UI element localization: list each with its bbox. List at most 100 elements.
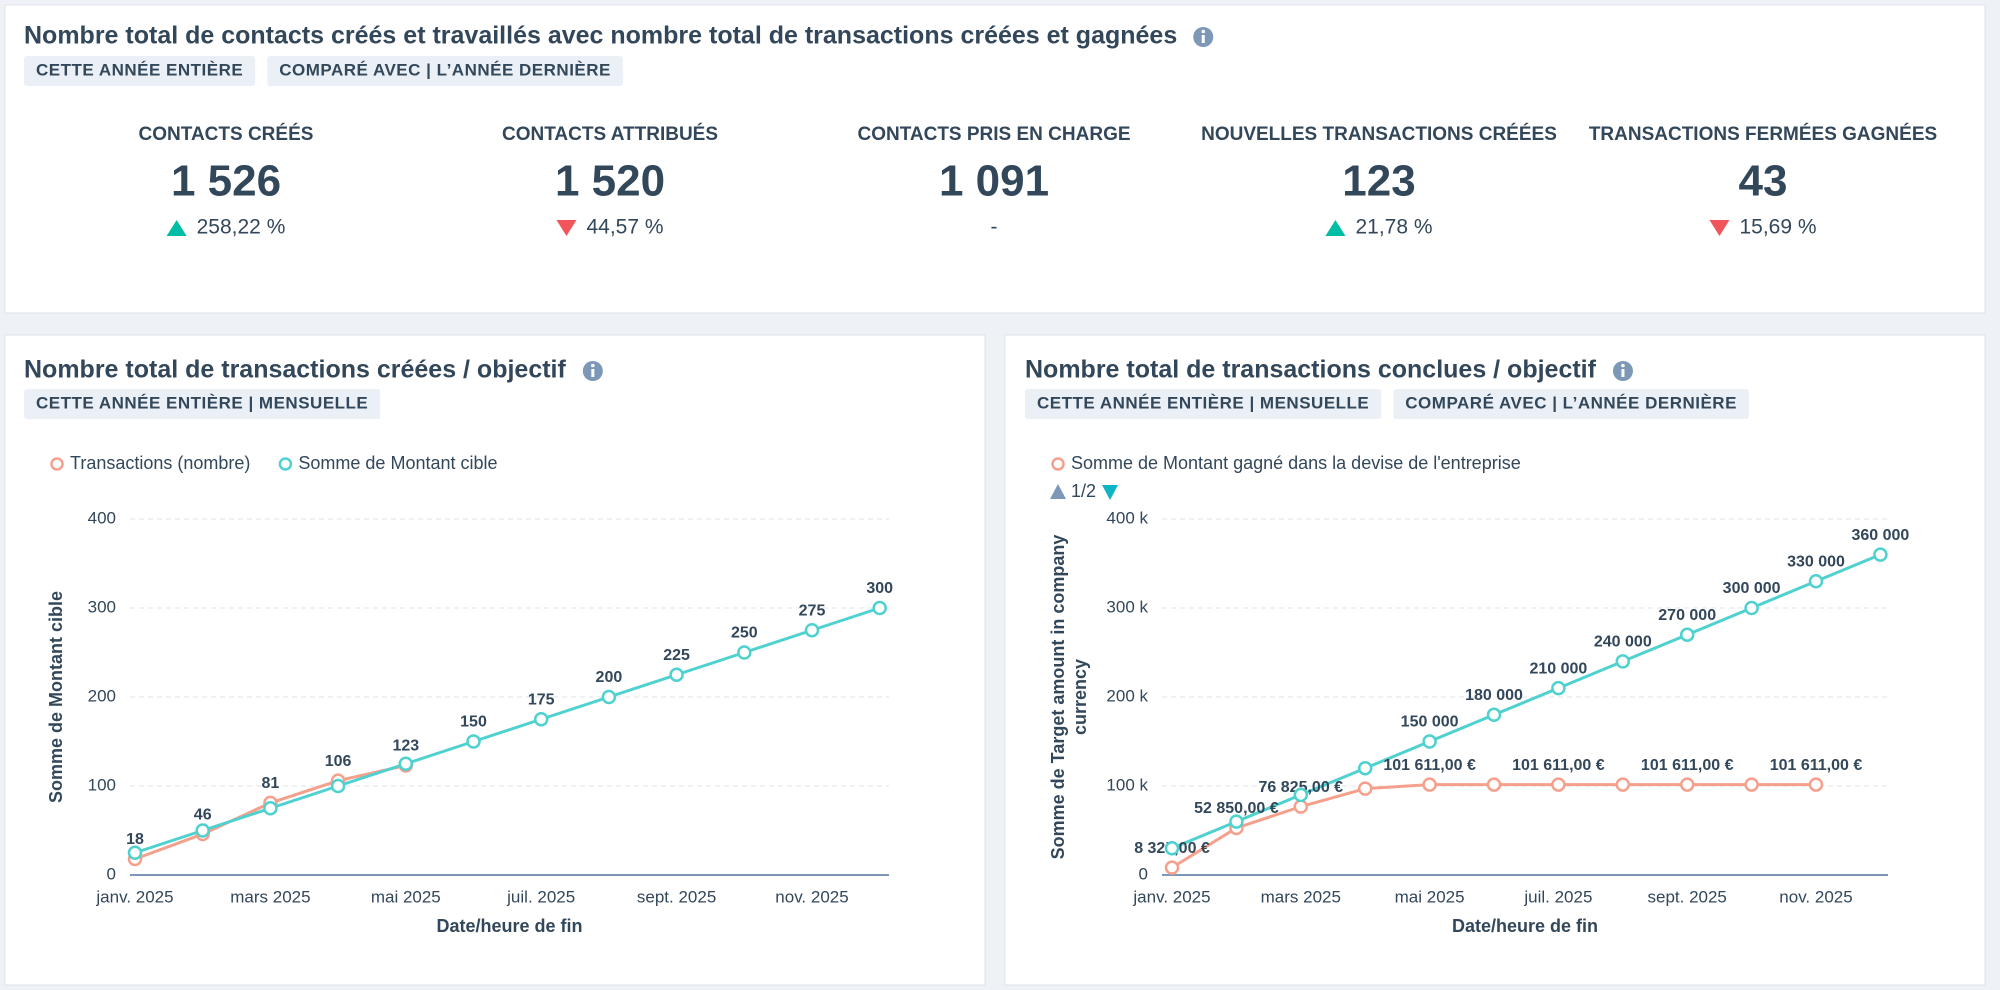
info-icon-dot (1201, 29, 1206, 34)
x-tick-label: sept. 2025 (637, 887, 716, 906)
data-point (669, 667, 684, 682)
data-point (1744, 777, 1759, 792)
filter-tag-bg (267, 56, 623, 86)
y-tick-label: 400 (88, 508, 116, 527)
x-tick-label: sept. 2025 (1647, 887, 1726, 906)
data-point (1808, 777, 1824, 792)
data-point (127, 845, 143, 860)
data-point (737, 645, 752, 660)
kpi-trend-arrow (556, 220, 577, 236)
chart-card (1004, 334, 1986, 986)
y-tick-label: 100 (88, 775, 116, 794)
series-line (1171, 553, 1881, 850)
data-point (1615, 654, 1631, 669)
data-label: 106 (325, 753, 352, 770)
data-point (533, 712, 549, 727)
kpi-change: 44,57 % (586, 216, 663, 239)
data-point (804, 623, 820, 638)
data-point (1744, 600, 1759, 616)
data-point (398, 756, 414, 771)
x-tick-label: janv. 2025 (95, 887, 173, 906)
data-label: 275 (799, 602, 826, 619)
chart-card (4, 334, 986, 986)
filter-tag-bg (24, 389, 381, 419)
filter-tag-bg (24, 56, 256, 86)
data-point (1873, 547, 1888, 562)
info-icon-dot (1621, 363, 1625, 368)
data-point (195, 823, 210, 838)
data-point (1229, 814, 1244, 829)
data-point (1164, 841, 1180, 856)
y-tick-label: 200 k (1106, 686, 1148, 705)
x-tick-label: mars 2025 (230, 887, 310, 906)
data-label: 200 (596, 669, 623, 686)
series-line (134, 606, 881, 855)
kpi-label: CONTACTS CRÉÉS (139, 123, 314, 145)
kpi-trend-arrow (1325, 220, 1346, 236)
data-label: 76 825,00 € (1259, 779, 1344, 796)
filter-tag: CETTE ANNÉE ENTIÈRE | MENSUELLE (36, 393, 368, 412)
legend-page-down (1102, 485, 1119, 500)
y-tick-label: 0 (1139, 864, 1148, 883)
legend-page-up (1050, 484, 1066, 499)
info-icon-stem (1201, 35, 1205, 43)
kpi-trend-arrow (166, 220, 187, 236)
data-point (1422, 734, 1437, 749)
data-label: 123 (392, 738, 419, 755)
data-label: 101 611,00 € (1512, 757, 1605, 774)
filter-tag-bg (1393, 389, 1749, 419)
data-label: 101 611,00 € (1383, 757, 1476, 774)
legend-marker (1051, 457, 1065, 471)
data-point (1679, 627, 1695, 642)
y-tick-label: 300 k (1106, 597, 1148, 616)
info-icon-stem (591, 369, 595, 377)
data-label: 150 000 (1401, 714, 1459, 731)
y-axis-title: Somme de Target amount in company currenc… (1048, 535, 1090, 860)
x-tick-label: juil. 2025 (1523, 887, 1592, 906)
report-title: Nombre total de contacts créés et travai… (24, 22, 1177, 50)
y-tick-label: 300 (88, 597, 116, 616)
data-point (1486, 707, 1502, 723)
data-label: 300 000 (1723, 580, 1781, 597)
kpi-change: 258,22 % (197, 216, 286, 239)
kpi-value: 43 (1739, 157, 1788, 206)
data-label: 300 (866, 580, 893, 597)
x-tick-label: mai 2025 (371, 887, 441, 906)
data-point (1293, 787, 1309, 803)
kpi-label: TRANSACTIONS FERMÉES GAGNÉES (1589, 123, 1937, 145)
data-point (1422, 777, 1437, 792)
kpi-value: 1 526 (171, 157, 281, 206)
kpi-label: CONTACTS ATTRIBUÉS (502, 123, 718, 145)
data-point (1551, 680, 1566, 696)
y-tick-label: 400 k (1106, 508, 1148, 527)
legend-label: Somme de Montant gagné dans la devise de… (1071, 453, 1521, 473)
kpi-value: 1 520 (555, 157, 665, 206)
data-label: 180 000 (1465, 687, 1523, 704)
chart-title: Nombre total de transactions créées / ob… (24, 356, 566, 384)
x-tick-label: nov. 2025 (775, 887, 848, 906)
data-point (1808, 574, 1824, 589)
legend-label: Somme de Montant cible (298, 453, 497, 473)
data-label: 330 000 (1787, 554, 1845, 571)
data-label: 225 (663, 647, 690, 664)
kpi-value: 123 (1342, 157, 1415, 206)
kpi-change: - (991, 216, 998, 239)
legend-marker (278, 457, 293, 471)
x-tick-label: mars 2025 (1261, 887, 1341, 906)
data-label: 81 (262, 775, 280, 792)
data-label: 250 (731, 625, 758, 642)
data-label: 270 000 (1658, 607, 1716, 624)
chart-title: Nombre total de transactions conclues / … (1025, 356, 1597, 384)
data-point (1615, 777, 1631, 792)
filter-tag: COMPARÉ AVEC | L’ANNÉE DERNIÈRE (279, 60, 611, 79)
x-tick-label: nov. 2025 (1779, 887, 1852, 906)
data-point (466, 734, 481, 749)
kpi-value: 1 091 (939, 157, 1049, 206)
data-label: 52 850,00 € (1194, 800, 1279, 817)
info-icon-stem (1621, 369, 1625, 377)
data-label: 101 611,00 € (1770, 757, 1863, 774)
data-point (1679, 777, 1695, 792)
x-axis-title: Date/heure de fin (436, 916, 582, 936)
data-point (263, 801, 278, 816)
filter-tag-bg (1025, 389, 1382, 419)
